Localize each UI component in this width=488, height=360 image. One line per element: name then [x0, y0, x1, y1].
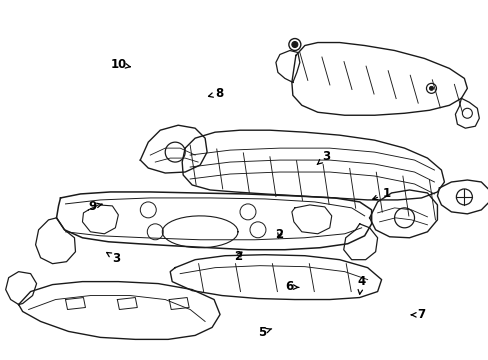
- Circle shape: [291, 41, 297, 48]
- Polygon shape: [170, 255, 381, 300]
- Polygon shape: [19, 282, 220, 339]
- Polygon shape: [6, 272, 37, 305]
- Polygon shape: [57, 192, 371, 250]
- Text: 10: 10: [110, 58, 130, 71]
- Polygon shape: [291, 42, 467, 115]
- Polygon shape: [275, 50, 299, 82]
- Polygon shape: [169, 298, 189, 310]
- Polygon shape: [182, 130, 444, 200]
- Circle shape: [428, 86, 432, 90]
- Polygon shape: [82, 205, 118, 234]
- Polygon shape: [291, 205, 331, 234]
- Text: 7: 7: [410, 308, 424, 321]
- Text: 3: 3: [317, 150, 330, 165]
- Text: 2: 2: [234, 249, 242, 262]
- Polygon shape: [117, 298, 137, 310]
- Text: 6: 6: [285, 280, 299, 293]
- Polygon shape: [162, 216, 238, 248]
- Polygon shape: [36, 218, 75, 264]
- Text: 9: 9: [88, 200, 102, 213]
- Polygon shape: [343, 224, 377, 260]
- Text: 2: 2: [275, 228, 283, 241]
- Polygon shape: [437, 180, 488, 214]
- Polygon shape: [454, 98, 478, 128]
- Text: 4: 4: [357, 275, 365, 294]
- Polygon shape: [369, 190, 437, 238]
- Polygon shape: [65, 298, 85, 310]
- Text: 1: 1: [372, 187, 390, 200]
- Text: 3: 3: [106, 252, 121, 265]
- Polygon shape: [140, 125, 207, 173]
- Text: 8: 8: [208, 87, 223, 100]
- Text: 5: 5: [257, 325, 271, 338]
